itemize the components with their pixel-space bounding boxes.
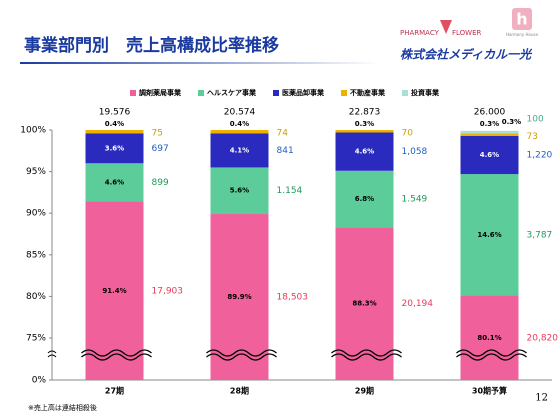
amount-label: 74 bbox=[277, 129, 289, 139]
break-mark bbox=[456, 349, 527, 357]
y-tick-label: 80% bbox=[26, 292, 46, 302]
bar-segment bbox=[85, 130, 144, 134]
data-label: 0.4% bbox=[105, 120, 124, 128]
bar-segment bbox=[335, 130, 394, 133]
amount-label: 73 bbox=[527, 132, 538, 142]
bar-segment bbox=[335, 170, 394, 228]
logo-text: PHARMACY bbox=[400, 29, 440, 37]
data-label: 5.6% bbox=[230, 187, 249, 195]
y-tick-label: 90% bbox=[26, 209, 46, 219]
legend-swatch bbox=[198, 90, 204, 96]
data-label: 80.1% bbox=[477, 334, 501, 342]
data-label: 14.6% bbox=[477, 231, 501, 239]
break-mark bbox=[81, 353, 152, 361]
amount-label: 1,058 bbox=[402, 147, 428, 157]
data-label: 4.6% bbox=[355, 148, 374, 156]
break-mark bbox=[456, 353, 527, 361]
amount-label: 841 bbox=[277, 146, 294, 156]
x-tick-label: 28期 bbox=[230, 386, 249, 396]
data-label: 88.3% bbox=[352, 300, 376, 308]
legend-label: 調剤薬局事業 bbox=[139, 88, 182, 97]
legend-swatch bbox=[273, 90, 279, 96]
total-label: 20.574 bbox=[224, 108, 256, 118]
logo-icon: h bbox=[516, 10, 527, 29]
bar-segment bbox=[210, 167, 269, 215]
bar-segment bbox=[460, 135, 519, 175]
title-underline bbox=[20, 62, 380, 64]
amount-label: 1,220 bbox=[527, 150, 553, 160]
page-number: 12 bbox=[535, 393, 548, 404]
bar-segment bbox=[210, 130, 269, 134]
y-tick-label: 85% bbox=[26, 250, 46, 260]
amount-label: 18,503 bbox=[277, 293, 309, 303]
logo-text: FLOWER bbox=[452, 29, 482, 37]
total-label: 19.576 bbox=[99, 108, 131, 118]
legend-swatch bbox=[402, 90, 408, 96]
total-label: 26.000 bbox=[474, 108, 506, 118]
bar-segment bbox=[460, 295, 519, 380]
bar-segment bbox=[335, 132, 394, 171]
data-label: 89.9% bbox=[227, 293, 251, 301]
x-tick-label: 29期 bbox=[355, 386, 374, 396]
data-label: 0.3% bbox=[480, 120, 499, 128]
y-tick-label: 100% bbox=[20, 126, 46, 136]
footnote: ※売上高は連結相殺後 bbox=[28, 403, 97, 412]
data-label: 91.4% bbox=[102, 287, 126, 295]
amount-label: 1.549 bbox=[402, 195, 428, 205]
amount-label: 899 bbox=[152, 178, 169, 188]
x-tick-label: 27期 bbox=[105, 386, 124, 396]
amount-label: 20,194 bbox=[402, 299, 434, 309]
legend-swatch bbox=[130, 90, 136, 96]
legend-label: ヘルスケア事業 bbox=[207, 88, 257, 97]
amount-label: 3,787 bbox=[527, 230, 553, 240]
amount-label: 70 bbox=[402, 129, 414, 139]
logo-text: Harmony House bbox=[506, 32, 539, 37]
x-tick-label: 30期予算 bbox=[472, 386, 507, 396]
slide-title: 事業部門別 売上高構成比率推移 bbox=[24, 35, 279, 56]
data-label: 4.1% bbox=[230, 146, 249, 154]
bar-segment bbox=[460, 133, 519, 136]
break-mark bbox=[81, 349, 152, 357]
data-label: 4.6% bbox=[480, 151, 499, 159]
legend-label: 医薬品卸事業 bbox=[282, 88, 325, 97]
legend-label: 不動産事業 bbox=[350, 88, 386, 97]
data-label: 0.3% bbox=[355, 120, 374, 128]
y-tick-label: 95% bbox=[26, 167, 46, 177]
data-label: 6.8% bbox=[355, 195, 374, 203]
amount-label: 75 bbox=[152, 129, 163, 139]
data-label: 4.6% bbox=[105, 178, 124, 186]
amount-label: 1.154 bbox=[277, 186, 303, 196]
break-mark bbox=[47, 354, 57, 358]
bar-segment bbox=[85, 163, 144, 202]
y-tick-label: 75% bbox=[26, 334, 46, 344]
amount-label: 697 bbox=[152, 144, 169, 154]
break-mark bbox=[331, 349, 402, 357]
bar-segment bbox=[460, 130, 519, 134]
data-label: 0.4% bbox=[230, 120, 249, 128]
amount-label: 17,903 bbox=[152, 286, 184, 296]
logo-icon bbox=[440, 20, 452, 34]
break-mark bbox=[331, 353, 402, 361]
break-mark bbox=[206, 353, 277, 361]
y-tick-label: 0% bbox=[32, 376, 47, 386]
legend-swatch bbox=[341, 90, 347, 96]
legend-label: 投資事業 bbox=[411, 88, 440, 97]
data-label: 0.3% bbox=[502, 118, 521, 126]
bar-segment bbox=[460, 174, 519, 296]
break-mark bbox=[206, 349, 277, 357]
bar-segment bbox=[210, 133, 269, 168]
amount-label: 20,820 bbox=[527, 333, 559, 343]
total-label: 22.873 bbox=[349, 108, 381, 118]
break-mark bbox=[47, 350, 57, 354]
data-label: 3.6% bbox=[105, 144, 124, 152]
bar-segment bbox=[85, 133, 144, 164]
company-name: 株式会社メディカル一光 bbox=[400, 48, 533, 62]
logo-icon bbox=[512, 8, 532, 30]
amount-label: 100 bbox=[527, 114, 544, 124]
